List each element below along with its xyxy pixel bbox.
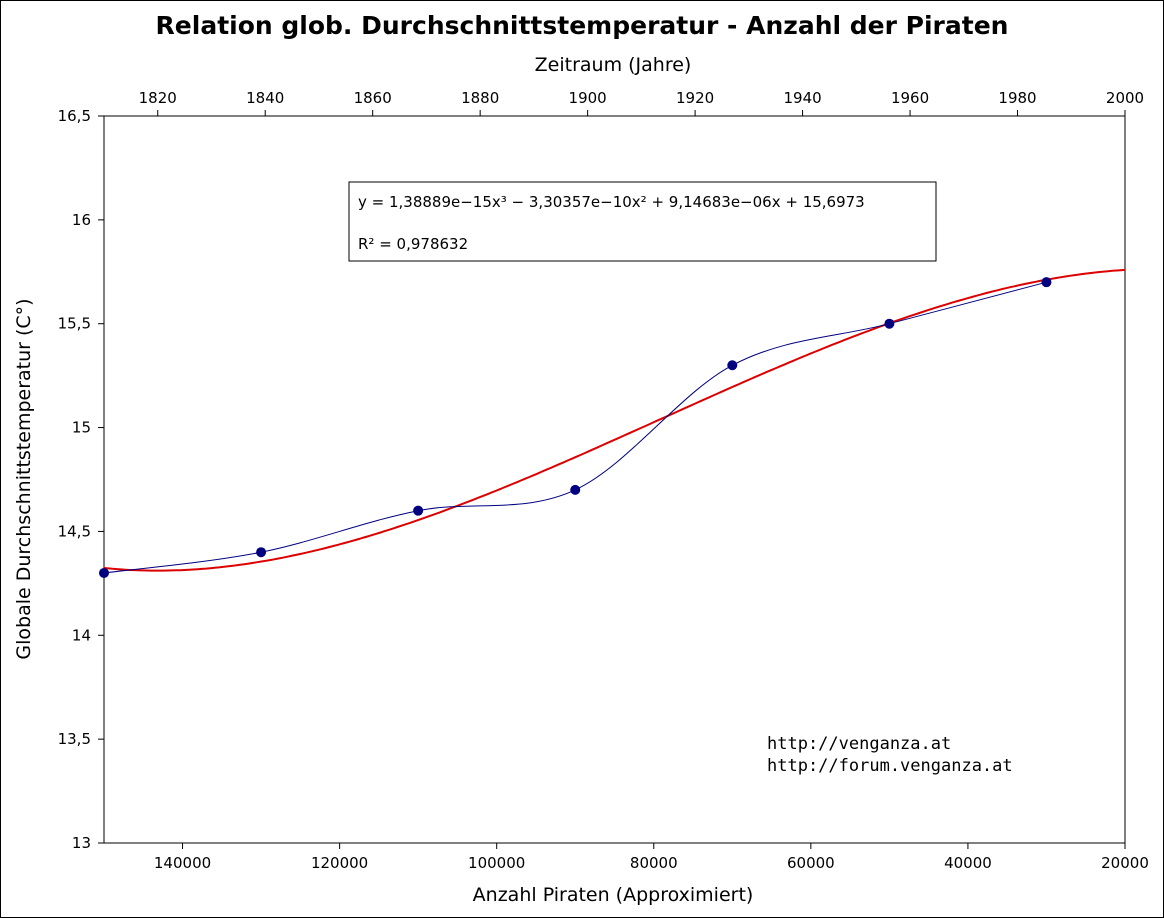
trendline (103, 268, 1126, 572)
top-tick-label: 2000 (1106, 89, 1144, 107)
data-point (99, 567, 109, 578)
top-tick-label: 1900 (569, 89, 607, 107)
top-tick-label: 1860 (354, 89, 392, 107)
top-tick-label: 1840 (246, 89, 284, 107)
credit-url-1: http://venganza.at (767, 734, 951, 754)
equation-box: y = 1,38889e−15x³ − 3,30357e−10x² + 9,14… (348, 181, 937, 262)
x-tick-label: 20000 (1101, 854, 1149, 872)
y-axis-ticks: 13 13,5 14 14,5 15 15,5 16 16,5 (58, 107, 104, 852)
y-tick-label: 14,5 (58, 522, 91, 540)
data-point (884, 318, 895, 329)
y-tick-label: 16 (72, 211, 91, 229)
y-tick-label: 16,5 (58, 107, 91, 125)
x-axis-ticks: 140000 120000 100000 80000 60000 40000 20000 (154, 843, 1149, 872)
data-point (413, 505, 424, 516)
data-point (1041, 277, 1052, 288)
top-axis-ticks: 1820 1840 1860 1880 1900 1920 1940 1960 1980 2000 (139, 89, 1144, 116)
x-tick-label: 40000 (944, 854, 992, 872)
x-axis-label: Anzahl Piraten (Approximiert) (473, 884, 754, 906)
y-tick-label: 13,5 (58, 730, 91, 748)
top-tick-label: 1940 (783, 89, 821, 107)
x-tick-label: 100000 (468, 854, 525, 872)
top-tick-label: 1980 (998, 89, 1036, 107)
chart-title: Relation glob. Durchschnittstemperatur -… (156, 11, 1009, 40)
credit-url-2: http://forum.venganza.at (767, 756, 1013, 776)
equation-box-frame (348, 181, 937, 262)
x-tick-label: 140000 (154, 854, 211, 872)
data-point (256, 547, 267, 558)
x-tick-label: 80000 (630, 854, 678, 872)
top-axis-label: Zeitraum (Jahre) (535, 54, 692, 76)
regression-equation: y = 1,38889e−15x³ − 3,30357e−10x² + 9,14… (358, 193, 865, 211)
top-tick-label: 1920 (676, 89, 714, 107)
top-tick-label: 1820 (139, 89, 177, 107)
y-axis-label: Globale Durchschnittstemperatur (C°) (13, 298, 35, 659)
x-tick-label: 120000 (311, 854, 368, 872)
y-tick-label: 14 (72, 626, 91, 644)
data-points (99, 277, 1052, 578)
y-tick-label: 13 (72, 834, 91, 852)
data-point (570, 484, 581, 495)
y-tick-label: 15,5 (58, 315, 91, 333)
top-tick-label: 1880 (461, 89, 499, 107)
top-tick-label: 1960 (891, 89, 929, 107)
r-squared: R² = 0,978632 (358, 235, 468, 253)
data-point (727, 360, 738, 371)
y-tick-label: 15 (72, 419, 91, 437)
x-tick-label: 60000 (787, 854, 835, 872)
